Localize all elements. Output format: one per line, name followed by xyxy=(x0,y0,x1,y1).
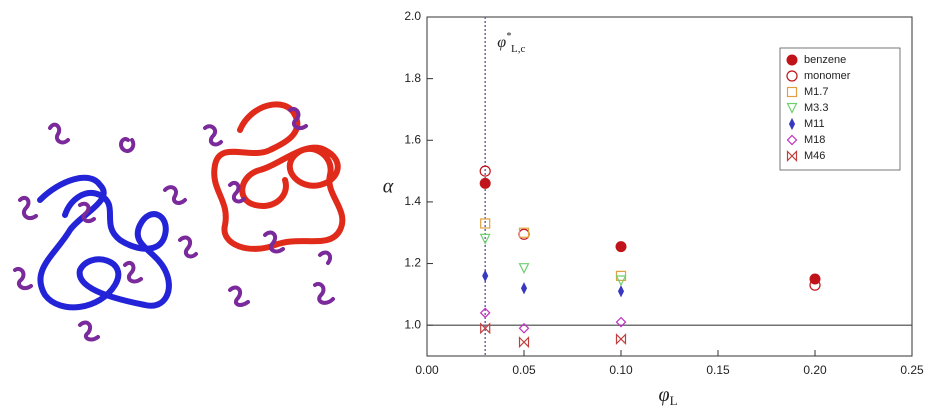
legend-marker xyxy=(786,70,798,82)
legend-box xyxy=(779,47,901,171)
legend-label: monomer xyxy=(804,70,851,82)
illustration xyxy=(13,101,346,342)
x-tick-label: 0.20 xyxy=(803,363,827,377)
plot-frame xyxy=(426,16,913,357)
x-axis-label-text: φ xyxy=(658,384,669,406)
point xyxy=(518,263,530,275)
legend-marker xyxy=(786,86,798,98)
legend-marker xyxy=(786,102,798,114)
x-axis-label: φL xyxy=(658,384,677,408)
annotation: φ*L,c xyxy=(497,31,525,54)
point xyxy=(615,275,627,287)
point xyxy=(479,307,491,319)
point xyxy=(520,282,528,295)
legend-marker xyxy=(786,134,798,146)
legend-marker xyxy=(788,117,796,131)
y-tick-label: 2.0 xyxy=(404,9,421,23)
y-axis-label: α xyxy=(383,176,394,198)
point xyxy=(809,273,821,285)
point xyxy=(809,279,821,291)
x-tick-label: 0.10 xyxy=(609,363,633,377)
oligomers xyxy=(13,107,335,342)
point xyxy=(518,336,530,349)
x-tick-label: 0.15 xyxy=(706,363,730,377)
x-tick-label: 0.00 xyxy=(415,363,439,377)
legend-label: M1.7 xyxy=(804,86,828,98)
annotation-sup: * xyxy=(506,31,511,42)
point xyxy=(482,269,489,282)
legend: benzene monomer M1.7 M3.3 M11 M18 M46 xyxy=(779,47,901,171)
point xyxy=(615,333,627,345)
point xyxy=(615,241,627,253)
y-tick-label: 1.2 xyxy=(404,256,421,270)
blue-coil xyxy=(37,174,172,311)
y-tick-label: 1.0 xyxy=(404,317,421,331)
y-tick-label: 1.4 xyxy=(404,194,421,208)
legend-marker xyxy=(786,150,798,162)
annotation-sub: L,c xyxy=(511,43,525,55)
y-tick-label: 1.6 xyxy=(404,132,421,146)
point xyxy=(480,218,491,229)
legend-label: M11 xyxy=(804,118,825,130)
legend-marker xyxy=(786,54,798,66)
point xyxy=(480,322,491,335)
x-tick-label: 0.25 xyxy=(900,363,924,377)
point xyxy=(615,316,627,328)
point xyxy=(479,177,491,189)
red-coil xyxy=(211,101,346,252)
point xyxy=(479,233,491,245)
legend-label: M3.3 xyxy=(804,102,828,114)
legend-label: M18 xyxy=(804,134,825,146)
legend-label: M46 xyxy=(804,150,825,162)
y-tick-label: 1.8 xyxy=(404,71,421,85)
point xyxy=(518,322,530,334)
x-axis-label-sub: L xyxy=(670,393,678,408)
point xyxy=(617,285,625,298)
x-tick-label: 0.05 xyxy=(512,363,536,377)
annotation-text: φ xyxy=(497,34,506,51)
point xyxy=(479,165,491,177)
legend-label: benzene xyxy=(804,54,846,66)
point xyxy=(518,227,530,238)
